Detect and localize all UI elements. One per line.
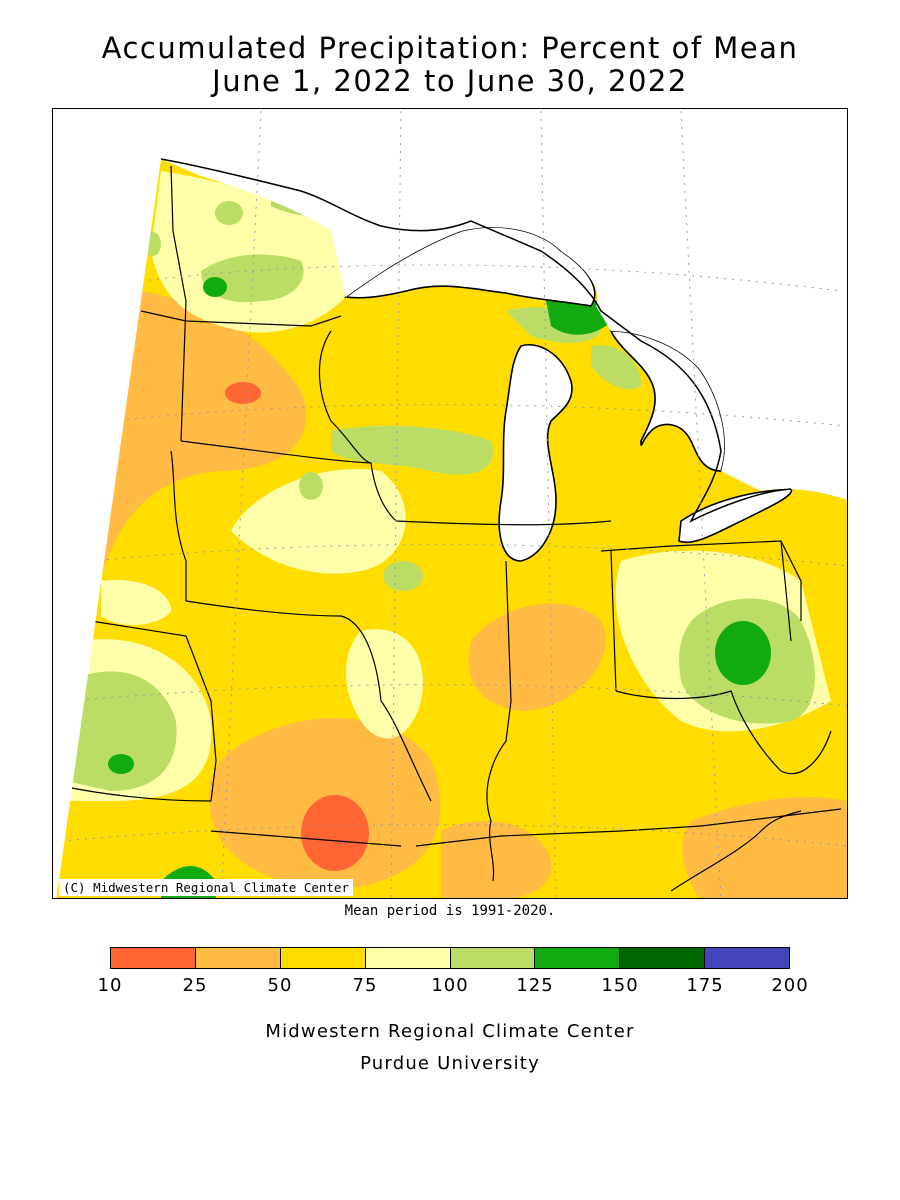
region-75-100 <box>231 469 406 574</box>
region-125-150 <box>108 754 134 774</box>
map-title-line1: Accumulated Precipitation: Percent of Me… <box>101 31 799 65</box>
region-100-125 <box>215 201 243 225</box>
color-legend <box>110 947 790 969</box>
legend-tick-label: 200 <box>771 975 809 996</box>
legend-swatch <box>450 948 536 968</box>
legend-swatch <box>535 948 621 968</box>
region-100-125 <box>383 561 423 591</box>
footer-university: Purdue University <box>360 1053 540 1074</box>
region-25-50 <box>81 291 307 621</box>
region-75-100 <box>346 629 423 739</box>
region-10-25 <box>225 382 261 404</box>
legend-ticks: 10 25 50 75 100 125 150 175 200 <box>98 975 808 999</box>
region-75-100 <box>101 580 171 626</box>
legend-swatch <box>195 948 281 968</box>
legend-tick-label: 50 <box>267 975 293 996</box>
legend-swatch <box>280 948 366 968</box>
legend-tick-label: 150 <box>601 975 639 996</box>
lake-michigan <box>498 344 573 562</box>
precipitation-map: (C) Midwestern Regional Climate Center <box>52 108 848 899</box>
region-100-125 <box>299 472 323 500</box>
legend-swatch <box>620 948 706 968</box>
graticule <box>60 110 847 898</box>
canada-region <box>161 111 847 500</box>
map-title-line2: June 1, 2022 to June 30, 2022 <box>212 64 688 98</box>
region-125-150 <box>715 621 771 685</box>
legend-tick-label: 175 <box>686 975 724 996</box>
region-25-50 <box>682 797 847 898</box>
map-credit: (C) Midwestern Regional Climate Center <box>59 879 353 896</box>
legend-tick-label: 10 <box>97 975 123 996</box>
region-25-50 <box>468 603 606 711</box>
region-75-100 <box>151 171 361 333</box>
legend-swatch <box>705 948 789 968</box>
legend-tick-label: 25 <box>182 975 208 996</box>
map-canvas <box>53 109 847 898</box>
region-100-125 <box>201 254 304 303</box>
lake-erie <box>678 488 793 544</box>
legend-swatch <box>365 948 451 968</box>
legend-tick-label: 100 <box>431 975 469 996</box>
mean-period-note: Mean period is 1991-2020. <box>344 903 556 919</box>
region-100-125 <box>66 671 177 791</box>
us-canada-border <box>160 158 792 523</box>
footer-org: Midwestern Regional Climate Center <box>265 1021 635 1042</box>
region-125-150 <box>203 277 227 297</box>
legend-tick-label: 75 <box>352 975 378 996</box>
domain-mask <box>53 109 161 898</box>
legend-swatch <box>111 948 196 968</box>
region-10-25 <box>301 795 369 871</box>
region-100-125 <box>591 345 641 390</box>
legend-tick-label: 125 <box>516 975 554 996</box>
state-borders <box>60 165 842 892</box>
